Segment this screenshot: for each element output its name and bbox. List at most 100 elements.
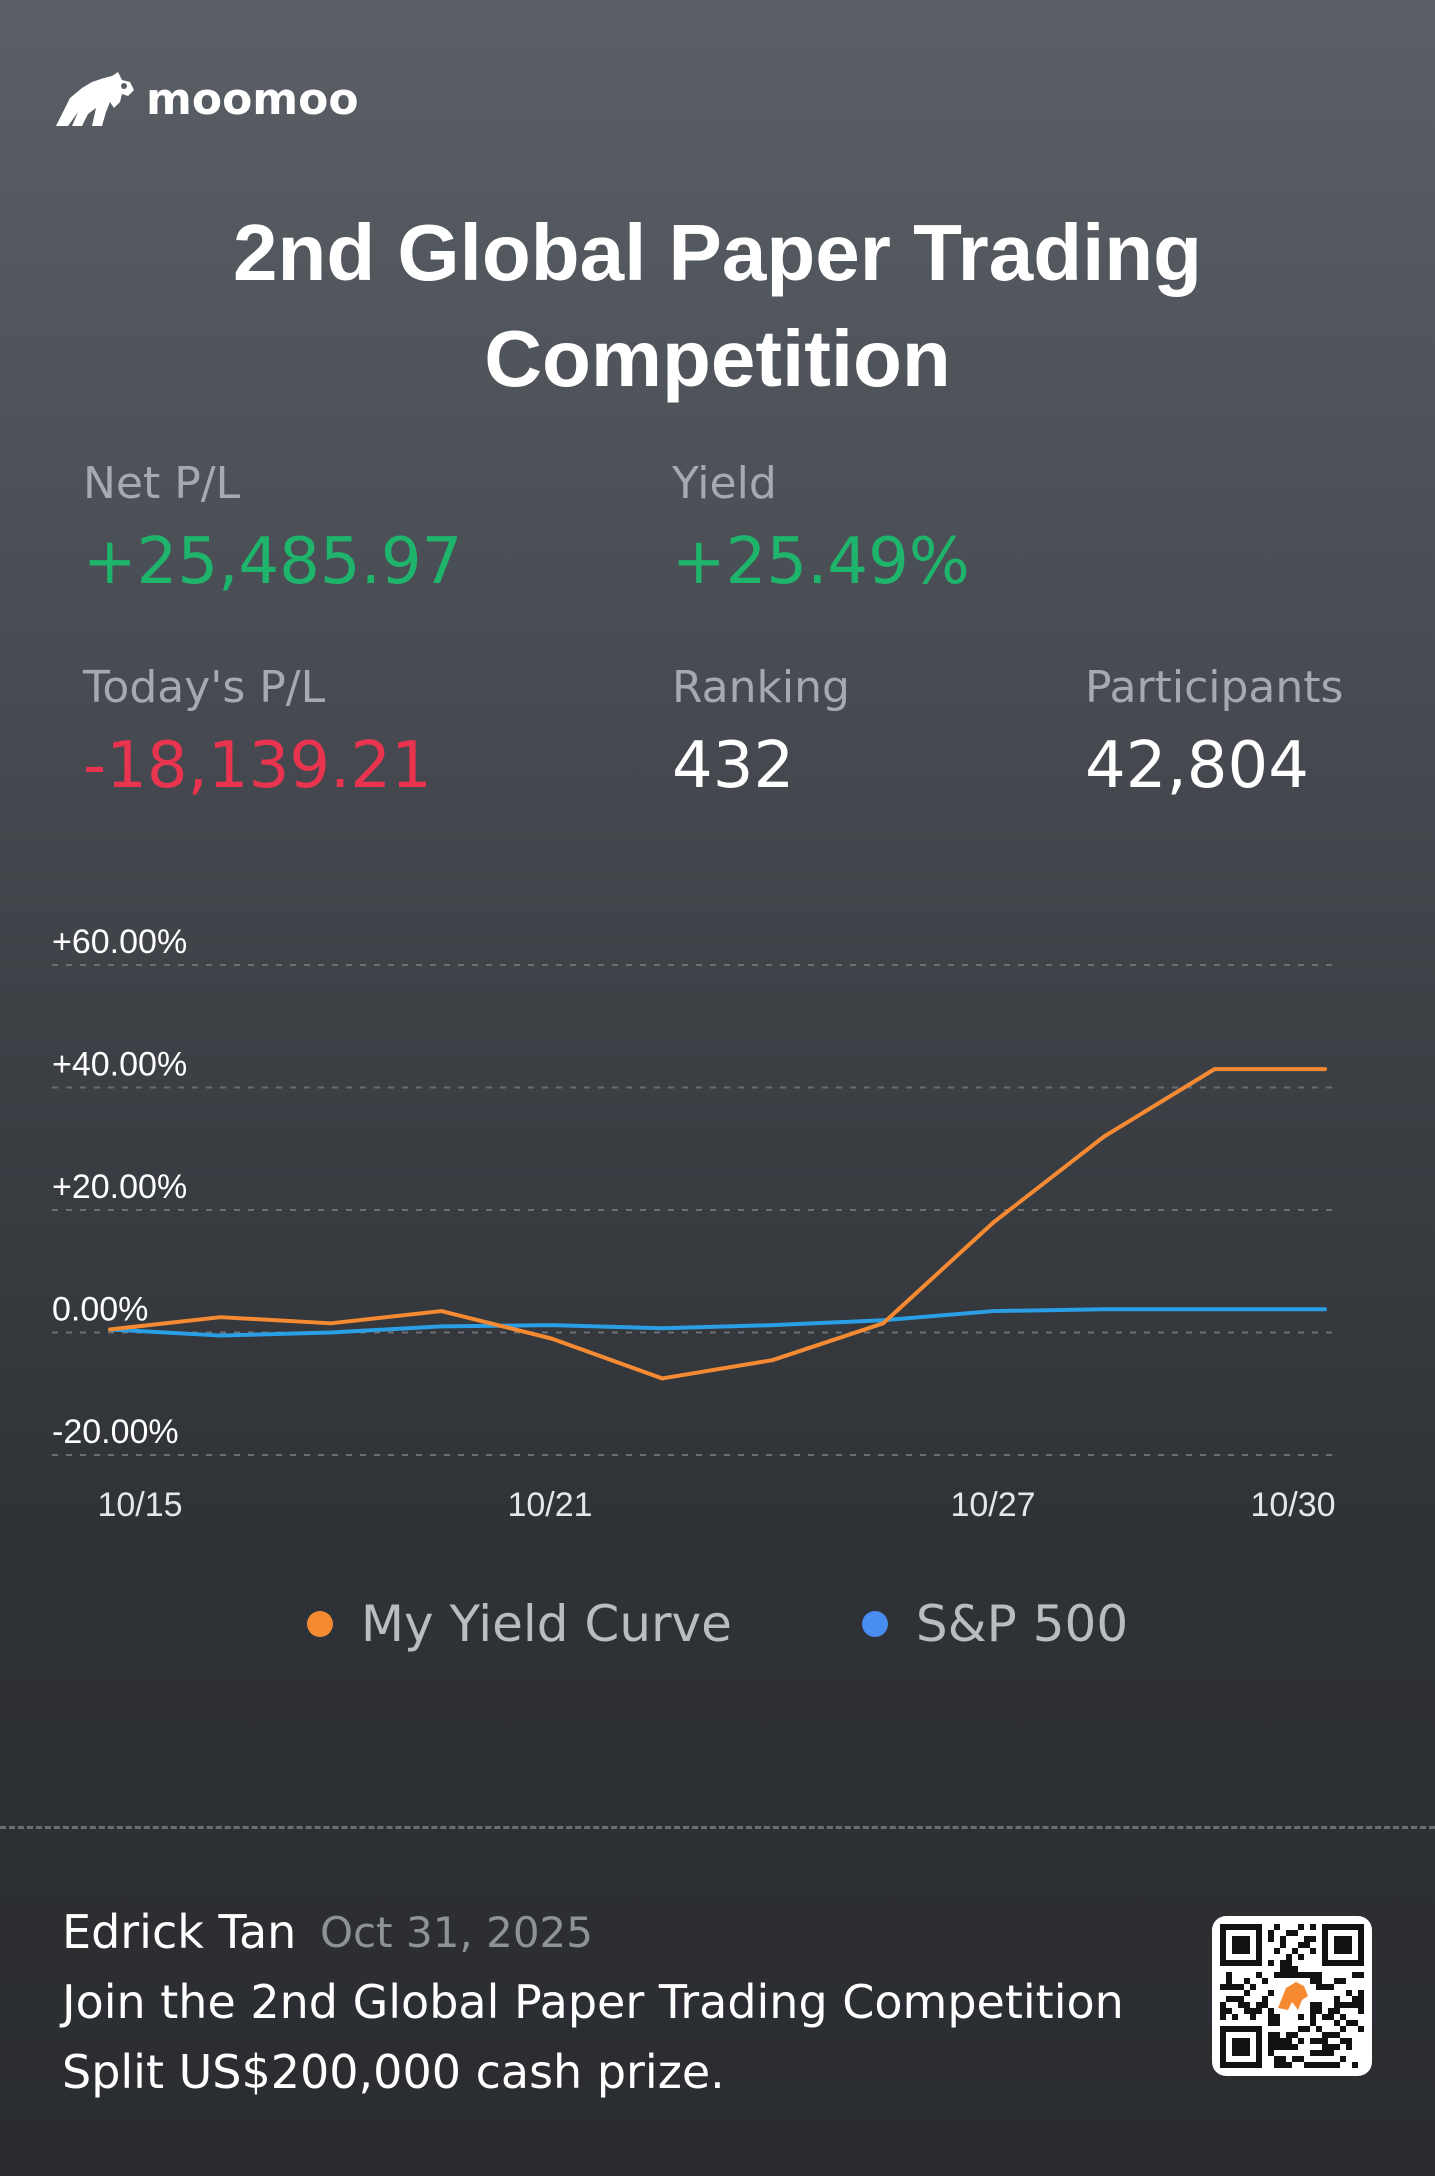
qr-module bbox=[1316, 2062, 1322, 2068]
legend-item-my-yield-curve: My Yield Curve bbox=[306, 1595, 732, 1653]
x-tick-label: 10/27 bbox=[950, 1486, 1035, 1524]
qr-module bbox=[1328, 2062, 1334, 2068]
qr-module bbox=[1220, 2002, 1226, 2008]
qr-module bbox=[1298, 1924, 1304, 1930]
yield-label: Yield bbox=[672, 458, 777, 509]
qr-module bbox=[1226, 1984, 1232, 1990]
qr-module bbox=[1286, 2044, 1292, 2050]
qr-module bbox=[1340, 2056, 1346, 2062]
qr-module bbox=[1328, 2008, 1334, 2014]
qr-module bbox=[1292, 1972, 1298, 1978]
qr-module bbox=[1268, 1960, 1274, 1966]
qr-module bbox=[1280, 1972, 1286, 1978]
qr-module bbox=[1274, 2038, 1280, 2044]
ranking-stat: Ranking 432 bbox=[672, 660, 850, 806]
brand-logo: moomoo bbox=[52, 68, 359, 130]
qr-module bbox=[1268, 2050, 1274, 2056]
qr-module bbox=[1286, 1930, 1292, 1936]
legend-label-my-yield-curve: My Yield Curve bbox=[360, 1595, 732, 1653]
ranking-value: 432 bbox=[672, 729, 795, 803]
qr-module bbox=[1310, 2002, 1316, 2008]
qr-module bbox=[1304, 1972, 1310, 1978]
qr-module bbox=[1280, 1960, 1286, 1966]
qr-module bbox=[1358, 2008, 1364, 2014]
yield-chart: +60.00% +40.00% +20.00% 0.00% -20.00% 10/15 10… bbox=[0, 900, 1435, 1560]
x-tick-label: 10/21 bbox=[507, 1486, 592, 1524]
qr-module bbox=[1226, 1996, 1232, 2002]
qr-module bbox=[1322, 2014, 1328, 2020]
qr-module bbox=[1322, 2062, 1328, 2068]
qr-module bbox=[1262, 1996, 1268, 2002]
qr-module bbox=[1232, 1996, 1238, 2002]
qr-module bbox=[1322, 2050, 1328, 2056]
legend-dot-my-yield-curve bbox=[306, 1611, 333, 1637]
qr-module bbox=[1268, 2032, 1274, 2038]
qr-module bbox=[1334, 2002, 1340, 2008]
qr-module bbox=[1304, 1942, 1310, 1948]
qr-module bbox=[1340, 2026, 1346, 2032]
qr-module bbox=[1262, 1978, 1268, 1984]
series-line-my-yield-curve bbox=[108, 1067, 1327, 1381]
qr-module bbox=[1268, 1990, 1274, 1996]
chart-legend: My Yield Curve S&P 500 bbox=[0, 1595, 1435, 1653]
y-tick-label: +20.00% bbox=[52, 1168, 187, 1206]
qr-module bbox=[1250, 2014, 1256, 2020]
qr-module bbox=[1298, 2014, 1304, 2020]
qr-module bbox=[1226, 2008, 1232, 2014]
qr-module bbox=[1274, 2044, 1280, 2050]
qr-module bbox=[1304, 2026, 1310, 2032]
qr-module bbox=[1286, 1954, 1292, 1960]
qr-module bbox=[1238, 1984, 1244, 1990]
qr-code-icon[interactable] bbox=[1212, 1916, 1372, 2076]
qr-module bbox=[1316, 2008, 1322, 2014]
net-pl-stat: Net P/L +25,485.97 bbox=[83, 456, 462, 602]
legend-item-sp500: S&P 500 bbox=[861, 1595, 1128, 1653]
qr-module bbox=[1232, 2014, 1238, 2020]
qr-module bbox=[1346, 2038, 1352, 2044]
qr-module bbox=[1334, 1996, 1340, 2002]
qr-module bbox=[1298, 1942, 1304, 1948]
qr-module bbox=[1286, 1960, 1292, 1966]
qr-module bbox=[1340, 2038, 1346, 2044]
qr-center-logo-icon bbox=[1278, 1982, 1308, 2010]
qr-module bbox=[1310, 1948, 1316, 1954]
todays-pl-value: -18,139.21 bbox=[83, 729, 432, 803]
qr-module bbox=[1304, 2062, 1310, 2068]
qr-module bbox=[1298, 2038, 1304, 2044]
qr-module bbox=[1310, 1924, 1316, 1930]
ranking-label: Ranking bbox=[672, 662, 850, 713]
qr-module bbox=[1322, 2032, 1328, 2038]
qr-module bbox=[1244, 2002, 1250, 2008]
qr-module bbox=[1274, 1972, 1280, 1978]
qr-module bbox=[1358, 1972, 1364, 1978]
qr-module bbox=[1244, 1978, 1250, 1984]
todays-pl-stat: Today's P/L -18,139.21 bbox=[83, 660, 432, 806]
qr-module bbox=[1334, 2044, 1340, 2050]
y-tick-label: +40.00% bbox=[52, 1046, 187, 1084]
qr-module bbox=[1286, 2032, 1292, 2038]
qr-module bbox=[1352, 1996, 1358, 2002]
todays-pl-label: Today's P/L bbox=[83, 662, 326, 713]
qr-module bbox=[1358, 2026, 1364, 2032]
qr-module bbox=[1346, 2044, 1352, 2050]
participants-stat: Participants 42,804 bbox=[1085, 660, 1343, 806]
participants-label: Participants bbox=[1085, 662, 1344, 713]
qr-module bbox=[1292, 2044, 1298, 2050]
qr-module bbox=[1316, 2026, 1322, 2032]
qr-module bbox=[1280, 2038, 1286, 2044]
qr-module bbox=[1256, 2002, 1262, 2008]
promo-line-2: Split US$200,000 cash prize. bbox=[62, 2045, 725, 2099]
qr-module bbox=[1292, 1948, 1298, 1954]
qr-module bbox=[1244, 1990, 1250, 1996]
qr-module bbox=[1316, 2002, 1322, 2008]
qr-module bbox=[1286, 2062, 1292, 2068]
qr-module bbox=[1220, 2008, 1226, 2014]
qr-module bbox=[1346, 2002, 1352, 2008]
user-name: Edrick Tan bbox=[62, 1905, 297, 1959]
qr-module bbox=[1280, 2062, 1286, 2068]
qr-module bbox=[1226, 1978, 1232, 1984]
qr-module bbox=[1280, 1942, 1286, 1948]
qr-module bbox=[1340, 1978, 1346, 1984]
qr-module bbox=[1310, 2038, 1316, 2044]
qr-module bbox=[1322, 1984, 1328, 1990]
